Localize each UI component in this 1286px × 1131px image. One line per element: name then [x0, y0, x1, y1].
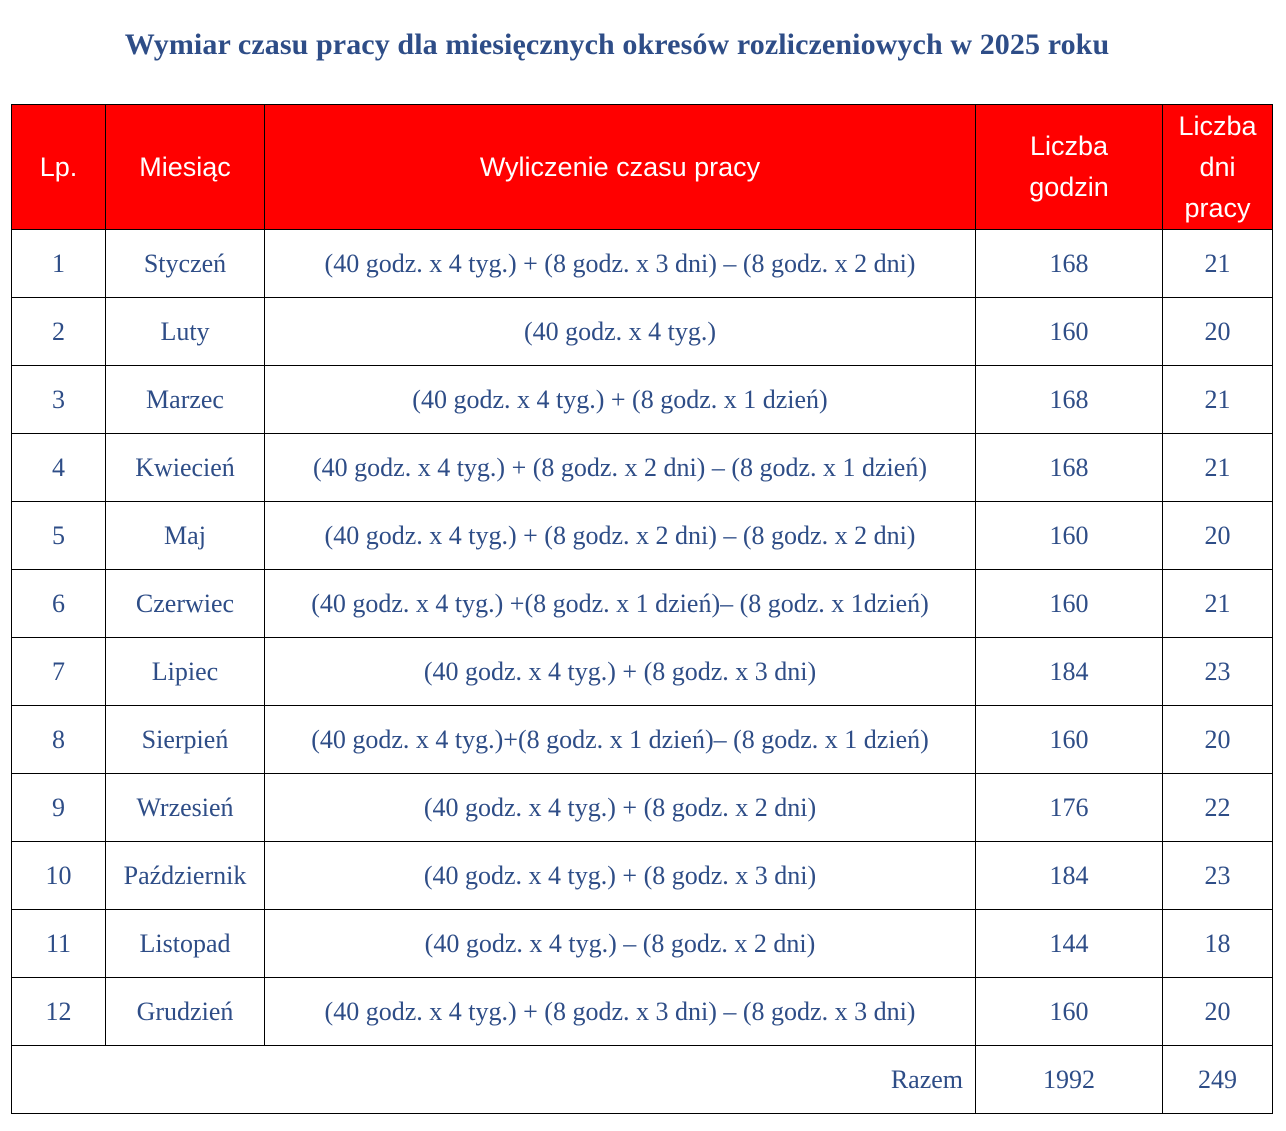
cell-calc: (40 godz. x 4 tyg.) + (8 godz. x 3 dni): [264, 841, 976, 910]
cell-month: Listopad: [105, 909, 265, 978]
header-calc: Wyliczenie czasu pracy: [264, 104, 976, 230]
table-row: 4 Kwiecień (40 godz. x 4 tyg.) + (8 godz…: [11, 433, 1273, 502]
cell-calc: (40 godz. x 4 tyg.) + (8 godz. x 2 dni) …: [264, 433, 976, 502]
cell-month: Luty: [105, 297, 265, 366]
cell-month: Maj: [105, 501, 265, 570]
header-month: Miesiąc: [105, 104, 265, 230]
header-lp: Lp.: [11, 104, 106, 230]
header-days-line1: Liczba: [1178, 110, 1257, 141]
cell-lp: 3: [11, 365, 106, 434]
table-header: Lp. Miesiąc Wyliczenie czasu pracy Liczb…: [11, 104, 1273, 230]
header-days-line3: pracy: [1184, 192, 1251, 223]
header-hours: Liczba godzin: [975, 104, 1163, 230]
cell-days: 23: [1162, 637, 1273, 706]
header-days-line2: dni: [1199, 151, 1236, 182]
cell-lp: 7: [11, 637, 106, 706]
cell-hours: 168: [975, 365, 1163, 434]
cell-hours: 144: [975, 909, 1163, 978]
table-row: 9 Wrzesień (40 godz. x 4 tyg.) + (8 godz…: [11, 773, 1273, 842]
table-row: 7 Lipiec (40 godz. x 4 tyg.) + (8 godz. …: [11, 637, 1273, 706]
cell-month: Grudzień: [105, 977, 265, 1046]
cell-calc: (40 godz. x 4 tyg.): [264, 297, 976, 366]
cell-month: Czerwiec: [105, 569, 265, 638]
cell-month: Sierpień: [105, 705, 265, 774]
cell-month: Styczeń: [105, 229, 265, 298]
cell-calc: (40 godz. x 4 tyg.) + (8 godz. x 1 dzień…: [264, 365, 976, 434]
cell-month: Październik: [105, 841, 265, 910]
cell-hours: 160: [975, 501, 1163, 570]
cell-month: Lipiec: [105, 637, 265, 706]
cell-days: 20: [1162, 297, 1273, 366]
table-row: 3 Marzec (40 godz. x 4 tyg.) + (8 godz. …: [11, 365, 1273, 434]
cell-calc: (40 godz. x 4 tyg.) + (8 godz. x 3 dni): [264, 637, 976, 706]
cell-lp: 1: [11, 229, 106, 298]
table-footer: Razem 1992 249: [11, 1045, 1273, 1114]
cell-calc: (40 godz. x 4 tyg.) +(8 godz. x 1 dzień)…: [264, 569, 976, 638]
cell-lp: 2: [11, 297, 106, 366]
cell-lp: 10: [11, 841, 106, 910]
cell-lp: 12: [11, 977, 106, 1046]
total-row: Razem 1992 249: [11, 1045, 1273, 1114]
cell-month: Wrzesień: [105, 773, 265, 842]
cell-days: 21: [1162, 365, 1273, 434]
page-title: Wymiar czasu pracy dla miesięcznych okre…: [124, 28, 1110, 61]
cell-days: 20: [1162, 705, 1273, 774]
cell-hours: 168: [975, 433, 1163, 502]
cell-lp: 4: [11, 433, 106, 502]
cell-hours: 168: [975, 229, 1163, 298]
cell-lp: 11: [11, 909, 106, 978]
total-days: 249: [1162, 1045, 1273, 1114]
cell-days: 22: [1162, 773, 1273, 842]
header-days: Liczba dni pracy: [1162, 104, 1273, 230]
cell-days: 20: [1162, 501, 1273, 570]
table-row: 10 Październik (40 godz. x 4 tyg.) + (8 …: [11, 841, 1273, 910]
cell-hours: 160: [975, 569, 1163, 638]
cell-days: 21: [1162, 433, 1273, 502]
table-row: 5 Maj (40 godz. x 4 tyg.) + (8 godz. x 2…: [11, 501, 1273, 570]
cell-calc: (40 godz. x 4 tyg.) + (8 godz. x 3 dni) …: [264, 977, 976, 1046]
total-label: Razem: [11, 1045, 976, 1114]
header-hours-line1: Liczba: [1029, 131, 1109, 161]
cell-lp: 8: [11, 705, 106, 774]
cell-hours: 184: [975, 637, 1163, 706]
cell-lp: 5: [11, 501, 106, 570]
cell-calc: (40 godz. x 4 tyg.) + (8 godz. x 2 dni) …: [264, 501, 976, 570]
cell-hours: 176: [975, 773, 1163, 842]
cell-calc: (40 godz. x 4 tyg.) + (8 godz. x 3 dni) …: [264, 229, 976, 298]
cell-days: 21: [1162, 569, 1273, 638]
table-row: 12 Grudzień (40 godz. x 4 tyg.) + (8 god…: [11, 977, 1273, 1046]
cell-lp: 9: [11, 773, 106, 842]
table-body: 1 Styczeń (40 godz. x 4 tyg.) + (8 godz.…: [11, 229, 1273, 1046]
cell-hours: 184: [975, 841, 1163, 910]
cell-calc: (40 godz. x 4 tyg.) + (8 godz. x 2 dni): [264, 773, 976, 842]
cell-calc: (40 godz. x 4 tyg.)+(8 godz. x 1 dzień)–…: [264, 705, 976, 774]
cell-days: 23: [1162, 841, 1273, 910]
cell-hours: 160: [975, 297, 1163, 366]
cell-month: Marzec: [105, 365, 265, 434]
work-time-table: Lp. Miesiąc Wyliczenie czasu pracy Liczb…: [11, 104, 1273, 1114]
table-row: 6 Czerwiec (40 godz. x 4 tyg.) +(8 godz.…: [11, 569, 1273, 638]
table-row: 1 Styczeń (40 godz. x 4 tyg.) + (8 godz.…: [11, 229, 1273, 298]
cell-month: Kwiecień: [105, 433, 265, 502]
header-row: Lp. Miesiąc Wyliczenie czasu pracy Liczb…: [11, 104, 1273, 230]
cell-hours: 160: [975, 705, 1163, 774]
header-hours-line2: godzin: [1029, 172, 1109, 202]
cell-lp: 6: [11, 569, 106, 638]
total-hours: 1992: [975, 1045, 1163, 1114]
cell-days: 21: [1162, 229, 1273, 298]
cell-days: 18: [1162, 909, 1273, 978]
cell-hours: 160: [975, 977, 1163, 1046]
table-row: 11 Listopad (40 godz. x 4 tyg.) – (8 god…: [11, 909, 1273, 978]
cell-days: 20: [1162, 977, 1273, 1046]
cell-calc: (40 godz. x 4 tyg.) – (8 godz. x 2 dni): [264, 909, 976, 978]
table-row: 2 Luty (40 godz. x 4 tyg.) 160 20: [11, 297, 1273, 366]
table-row: 8 Sierpień (40 godz. x 4 tyg.)+(8 godz. …: [11, 705, 1273, 774]
